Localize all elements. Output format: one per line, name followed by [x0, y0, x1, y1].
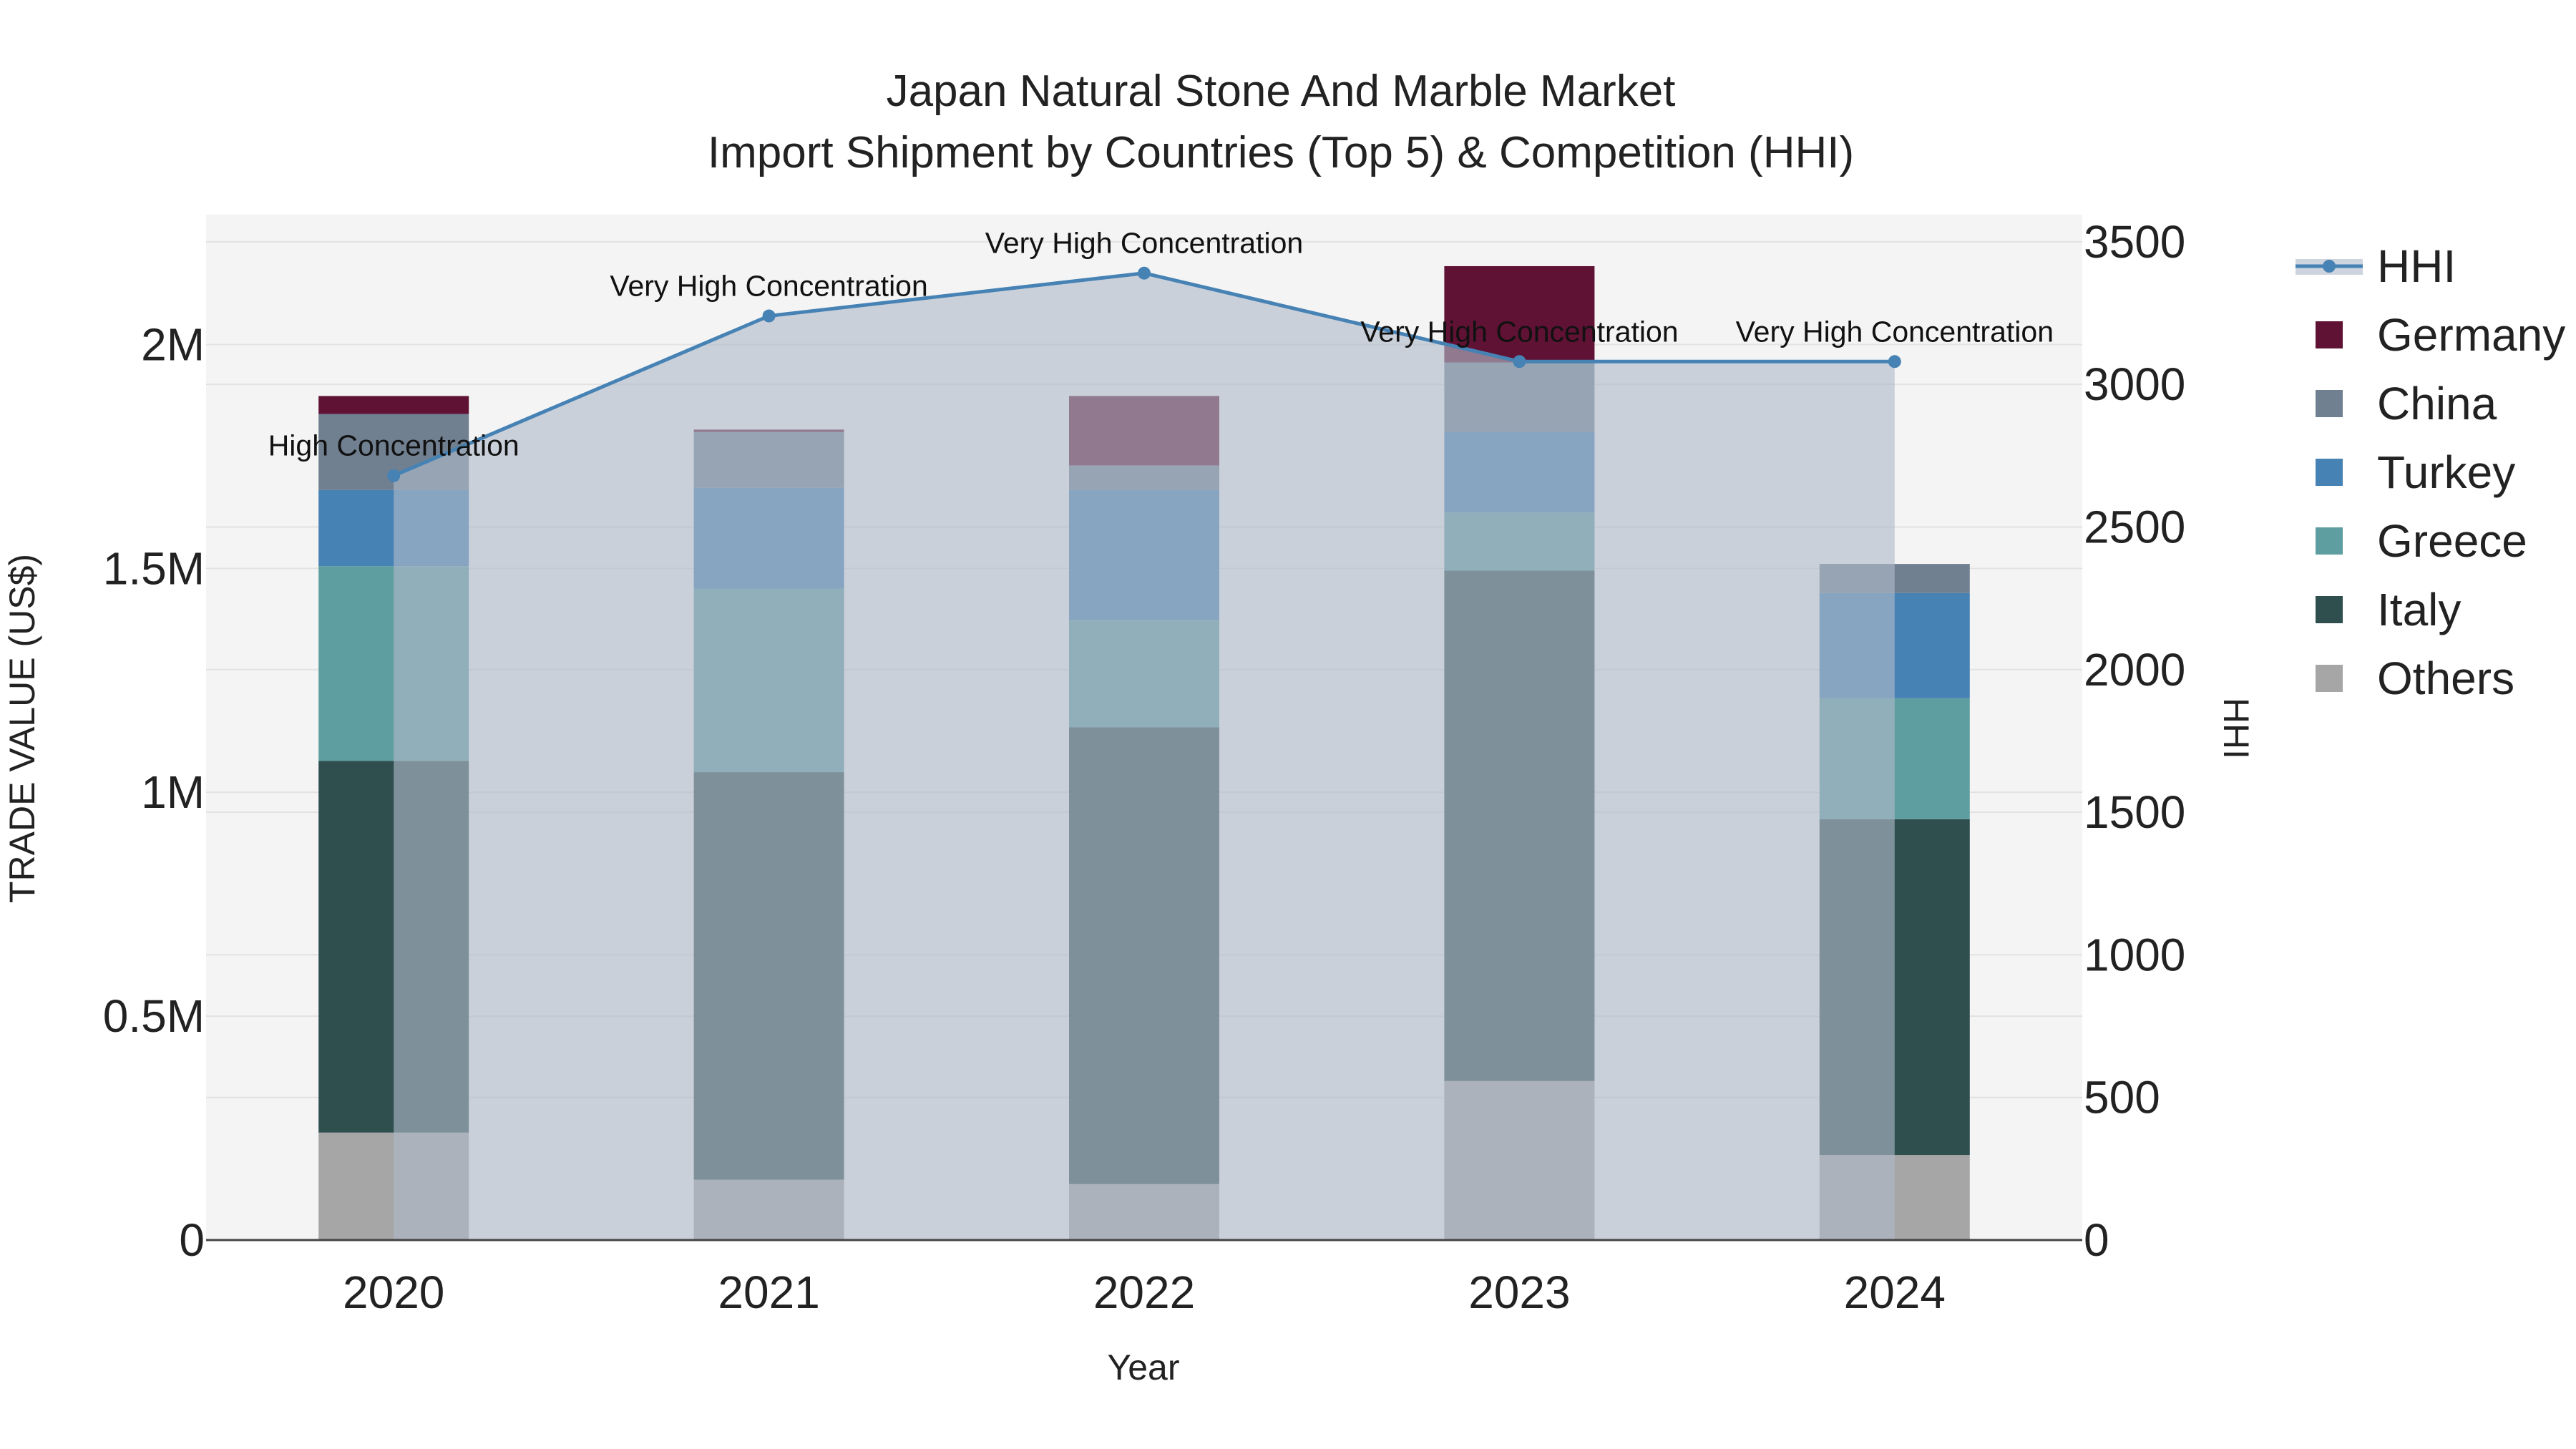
- y2-axis-title: HHI: [2216, 698, 2256, 759]
- y2-tick-label: 2000: [2084, 644, 2185, 696]
- y2-tick-label: 1500: [2084, 786, 2185, 838]
- legend-swatch-turkey: [2316, 459, 2343, 486]
- y-axis-title: TRADE VALUE (US$): [2, 554, 42, 903]
- x-tick-label: 2021: [718, 1267, 819, 1318]
- y2-tick-label: 1000: [2084, 929, 2185, 980]
- y-tick-label: 1M: [141, 766, 205, 818]
- chart-subtitle: Import Shipment by Countries (Top 5) & C…: [708, 128, 1854, 177]
- legend-swatch-hhi-marker: [2323, 260, 2336, 273]
- legend-label-china: China: [2377, 378, 2497, 429]
- legend-label-italy: Italy: [2377, 584, 2461, 635]
- hhi-point-2021: [762, 309, 776, 323]
- legend-swatch-germany: [2316, 321, 2343, 348]
- legend-swatch-china: [2316, 390, 2343, 417]
- y2-tick-label: 3000: [2084, 358, 2185, 410]
- hhi-annotation-2021: Very High Concentration: [610, 270, 927, 303]
- legend-label-turkey: Turkey: [2377, 447, 2515, 498]
- y2-tick-label: 2500: [2084, 501, 2185, 552]
- y-tick-label: 0: [179, 1214, 205, 1266]
- legend-swatch-italy: [2316, 596, 2343, 623]
- legend-swatch-greece: [2316, 527, 2343, 555]
- x-axis-title: Year: [1107, 1347, 1179, 1387]
- chart-title: Japan Natural Stone And Marble Market: [887, 67, 1676, 116]
- hhi-annotation-2023: Very High Concentration: [1360, 315, 1678, 348]
- hhi-annotation-2024: Very High Concentration: [1736, 315, 2054, 348]
- legend: HHI Germany China Turkey Greece Italy Others: [2296, 240, 2565, 704]
- y-tick-label: 1.5M: [103, 542, 205, 594]
- legend-label-hhi: HHI: [2377, 240, 2456, 292]
- hhi-annotation-2020: High Concentration: [268, 429, 519, 462]
- legend-label-greece: Greece: [2377, 515, 2527, 567]
- y2-tick-label: 500: [2084, 1072, 2160, 1123]
- legend-label-germany: Germany: [2377, 309, 2565, 361]
- x-tick-label: 2024: [1844, 1267, 1946, 1318]
- x-tick-label: 2020: [343, 1267, 444, 1318]
- hhi-point-2024: [1888, 355, 1901, 369]
- x-tick-label: 2022: [1093, 1267, 1195, 1318]
- y-tick-label: 2M: [141, 318, 205, 370]
- bar-germany-2023: [1444, 265, 1595, 363]
- hhi-area: [394, 273, 1895, 1241]
- plot-area: High Concentration Very High Concentratio…: [103, 215, 2185, 1318]
- y2-tick-label: 3500: [2084, 216, 2185, 268]
- legend-swatch-others: [2316, 665, 2343, 692]
- x-tick-label: 2023: [1468, 1267, 1570, 1318]
- hhi-point-2022: [1138, 266, 1151, 280]
- hhi-point-2023: [1513, 355, 1526, 369]
- y-tick-label: 0.5M: [103, 990, 205, 1042]
- legend-label-others: Others: [2377, 653, 2514, 704]
- hhi-annotation-2022: Very High Concentration: [985, 227, 1303, 260]
- hhi-point-2020: [387, 469, 401, 482]
- y2-tick-label: 0: [2084, 1214, 2109, 1266]
- bar-germany-2020: [318, 396, 469, 414]
